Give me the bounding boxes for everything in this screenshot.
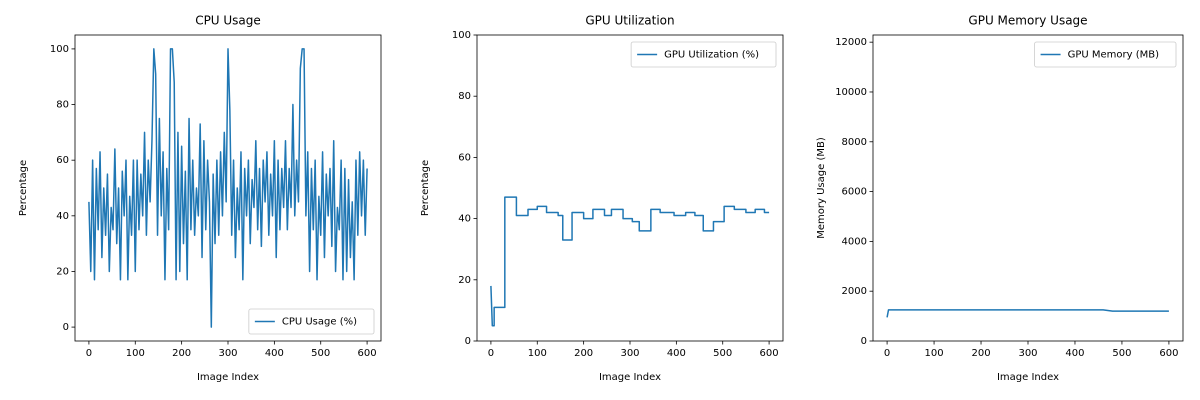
- x-tick-label: 300: [218, 348, 237, 359]
- x-tick-label: 500: [311, 348, 330, 359]
- legend-label: GPU Utilization (%): [664, 50, 759, 61]
- legend: CPU Usage (%): [248, 308, 375, 335]
- x-axis-label: Image Index: [997, 372, 1059, 383]
- x-tick-label: 400: [265, 348, 284, 359]
- y-tick-label: 2000: [842, 286, 867, 297]
- legend: GPU Utilization (%): [630, 41, 777, 68]
- x-tick-label: 100: [925, 348, 944, 359]
- x-tick-label: 200: [172, 348, 191, 359]
- y-tick-label: 0: [63, 322, 69, 333]
- legend-label: GPU Memory (MB): [1068, 50, 1160, 61]
- legend-frame: [630, 41, 777, 68]
- x-tick-label: 500: [713, 348, 732, 359]
- y-tick-label: 8000: [842, 137, 867, 148]
- y-axis-label: Percentage: [420, 160, 431, 216]
- legend: GPU Memory (MB): [1034, 41, 1177, 68]
- y-tick-label: 12000: [835, 37, 867, 48]
- x-tick-label: 0: [884, 348, 890, 359]
- legend-label: CPU Usage (%): [282, 317, 357, 328]
- subplot: GPU Utilization Image Index Percentage 0 100…: [420, 14, 784, 383]
- subplot-title: CPU Usage: [195, 14, 261, 28]
- axes-frame: [476, 34, 784, 342]
- x-axis-label: Image Index: [197, 372, 259, 383]
- y-tick-label: 80: [56, 100, 69, 111]
- y-tick-label: 60: [458, 152, 471, 163]
- x-tick-label: 0: [488, 348, 494, 359]
- axes-frame: [74, 34, 382, 342]
- x-tick-label: 400: [667, 348, 686, 359]
- data-line: [88, 48, 368, 328]
- subplot: GPU Memory Usage Image Index Memory Usage …: [816, 14, 1184, 383]
- y-tick-label: 10000: [835, 87, 867, 98]
- x-tick-label: 600: [760, 348, 779, 359]
- x-axis-label: Image Index: [599, 372, 661, 383]
- legend-frame: [248, 308, 375, 335]
- y-axis-label: Percentage: [18, 160, 29, 216]
- y-tick-label: 20: [56, 266, 69, 277]
- y-axis-label: Memory Usage (MB): [816, 137, 827, 239]
- x-tick-label: 500: [1112, 348, 1131, 359]
- x-tick-label: 0: [86, 348, 92, 359]
- x-tick-label: 300: [620, 348, 639, 359]
- x-tick-label: 300: [1018, 348, 1037, 359]
- y-tick-label: 40: [458, 214, 471, 225]
- y-tick-label: 20: [458, 275, 471, 286]
- x-tick-label: 200: [971, 348, 990, 359]
- x-tick-label: 200: [574, 348, 593, 359]
- y-tick-label: 6000: [842, 187, 867, 198]
- y-tick-label: 40: [56, 211, 69, 222]
- y-tick-label: 80: [458, 91, 471, 102]
- x-tick-label: 100: [528, 348, 547, 359]
- y-tick-label: 60: [56, 155, 69, 166]
- data-line: [886, 309, 1169, 318]
- y-tick-label: 0: [465, 336, 471, 347]
- subplot-title: GPU Memory Usage: [968, 14, 1087, 28]
- y-tick-label: 0: [861, 336, 867, 347]
- y-tick-label: 100: [452, 30, 471, 41]
- y-tick-label: 100: [50, 44, 69, 55]
- x-tick-label: 400: [1065, 348, 1084, 359]
- x-tick-label: 600: [358, 348, 377, 359]
- x-tick-label: 600: [1159, 348, 1178, 359]
- axes-frame: [872, 34, 1184, 342]
- subplot-title: GPU Utilization: [585, 14, 674, 28]
- y-tick-label: 4000: [842, 236, 867, 247]
- data-line: [490, 196, 770, 327]
- legend-frame: [1034, 41, 1177, 68]
- x-tick-label: 100: [126, 348, 145, 359]
